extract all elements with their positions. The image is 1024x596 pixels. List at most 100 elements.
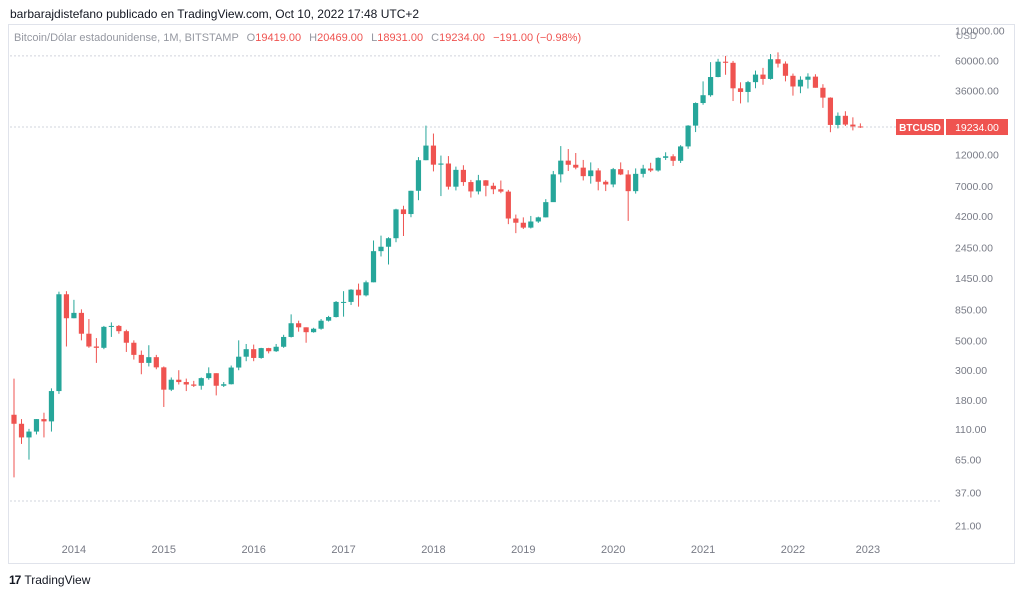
- candle-body: [318, 320, 324, 329]
- y-tick-label: 100000.00: [955, 26, 1005, 38]
- candle-body: [490, 185, 496, 190]
- price-tag-symbol: BTCUSD: [899, 123, 941, 134]
- candle-body: [26, 431, 32, 438]
- candle-body: [580, 167, 586, 177]
- candle-body: [460, 169, 466, 183]
- candle-body: [71, 312, 77, 319]
- candle-body: [228, 367, 234, 385]
- candle-body: [378, 246, 384, 252]
- candle-body: [678, 146, 684, 161]
- candle-body: [116, 325, 122, 332]
- candle-body: [790, 75, 796, 87]
- candle-body: [161, 367, 167, 390]
- candle-body: [153, 357, 159, 368]
- candle-body: [528, 221, 534, 228]
- candle-body: [715, 61, 721, 78]
- y-tick-label: 300.00: [955, 365, 987, 377]
- candle-body: [41, 419, 47, 422]
- candle-body: [393, 209, 399, 239]
- candle-body: [453, 169, 459, 187]
- candle-body: [176, 379, 182, 383]
- candle-body: [468, 182, 474, 192]
- candle-body: [191, 384, 197, 386]
- candle-body: [722, 61, 729, 63]
- candle-body: [655, 157, 661, 171]
- footer-brand: TradingView: [24, 573, 91, 587]
- candle-body: [700, 95, 706, 104]
- candle-body: [408, 190, 414, 215]
- candle-body: [565, 160, 571, 165]
- x-tick-label: 2020: [601, 544, 625, 556]
- candle-body: [325, 317, 332, 321]
- open-value: 19419.00: [255, 32, 302, 44]
- low-value: 18931.00: [377, 32, 424, 44]
- candle-body: [78, 312, 85, 334]
- price-tag-value: 19234.00: [955, 122, 999, 134]
- candle-body: [430, 145, 437, 165]
- candle-body: [415, 160, 422, 191]
- candle-body: [483, 180, 489, 186]
- candle-body: [273, 346, 279, 352]
- candle-body: [438, 163, 444, 165]
- candle-body: [303, 327, 309, 333]
- candle-body: [588, 170, 594, 177]
- y-tick-label: 60000.00: [955, 56, 999, 68]
- y-tick-label: 500.00: [955, 335, 987, 347]
- candle-body: [475, 180, 481, 192]
- candle-body: [625, 174, 631, 192]
- open-label: O: [246, 32, 256, 44]
- candle-body: [670, 156, 676, 161]
- candle-body: [355, 289, 362, 296]
- candle-body: [258, 348, 264, 358]
- x-tick-label: 2017: [331, 544, 355, 556]
- y-tick-label: 7000.00: [955, 181, 993, 193]
- candle-body: [820, 87, 826, 98]
- candle-body: [707, 77, 714, 96]
- candle-body: [333, 301, 339, 318]
- price-tag-symbol-box: [896, 119, 944, 136]
- low-label: L: [371, 32, 378, 44]
- ohlc-legend: Bitcoin/Dólar estadounidense, 1M, BITSTA…: [14, 32, 581, 44]
- change-value: −191.00 (−0.98%): [493, 32, 582, 44]
- candle-body: [498, 189, 504, 192]
- candle-body: [221, 384, 227, 386]
- y-tick-label: 2450.00: [955, 242, 993, 254]
- candle-body: [288, 323, 294, 337]
- candle-body: [513, 218, 519, 223]
- candle-body: [131, 342, 137, 355]
- y-tick-label: 850.00: [955, 304, 987, 316]
- close-value: 19234.00: [439, 32, 485, 44]
- candle-body: [633, 173, 639, 192]
- tradingview-footer: 17 TradingView: [9, 573, 90, 587]
- candle-body: [812, 76, 819, 88]
- candle-body: [550, 174, 556, 203]
- candle-body: [543, 202, 549, 218]
- candle-body: [348, 289, 354, 302]
- high-value: 20469.00: [317, 32, 364, 44]
- candle-body: [296, 323, 302, 328]
- candle-body: [370, 251, 377, 283]
- candle-body: [423, 145, 429, 161]
- candle-body: [138, 354, 144, 363]
- candle-body: [206, 373, 212, 379]
- candle-body: [363, 282, 369, 296]
- candle-body: [385, 238, 392, 247]
- candle-body: [745, 82, 751, 92]
- y-tick-label: 21.00: [955, 521, 981, 533]
- candle-body: [663, 156, 669, 158]
- candle-body: [340, 301, 347, 303]
- candle-body: [730, 62, 736, 89]
- tradingview-logo-icon: 17: [9, 573, 21, 587]
- candle-body: [183, 382, 189, 385]
- x-tick-label: 2014: [62, 544, 86, 556]
- candle-body: [101, 326, 107, 348]
- x-tick-label: 2022: [781, 544, 805, 556]
- candle-body: [610, 169, 616, 185]
- candle-body: [775, 59, 781, 64]
- candle-body: [573, 164, 579, 168]
- candle-body: [123, 331, 129, 343]
- candle-body: [311, 328, 317, 333]
- candle-body: [281, 336, 287, 347]
- x-tick-label: 2016: [241, 544, 265, 556]
